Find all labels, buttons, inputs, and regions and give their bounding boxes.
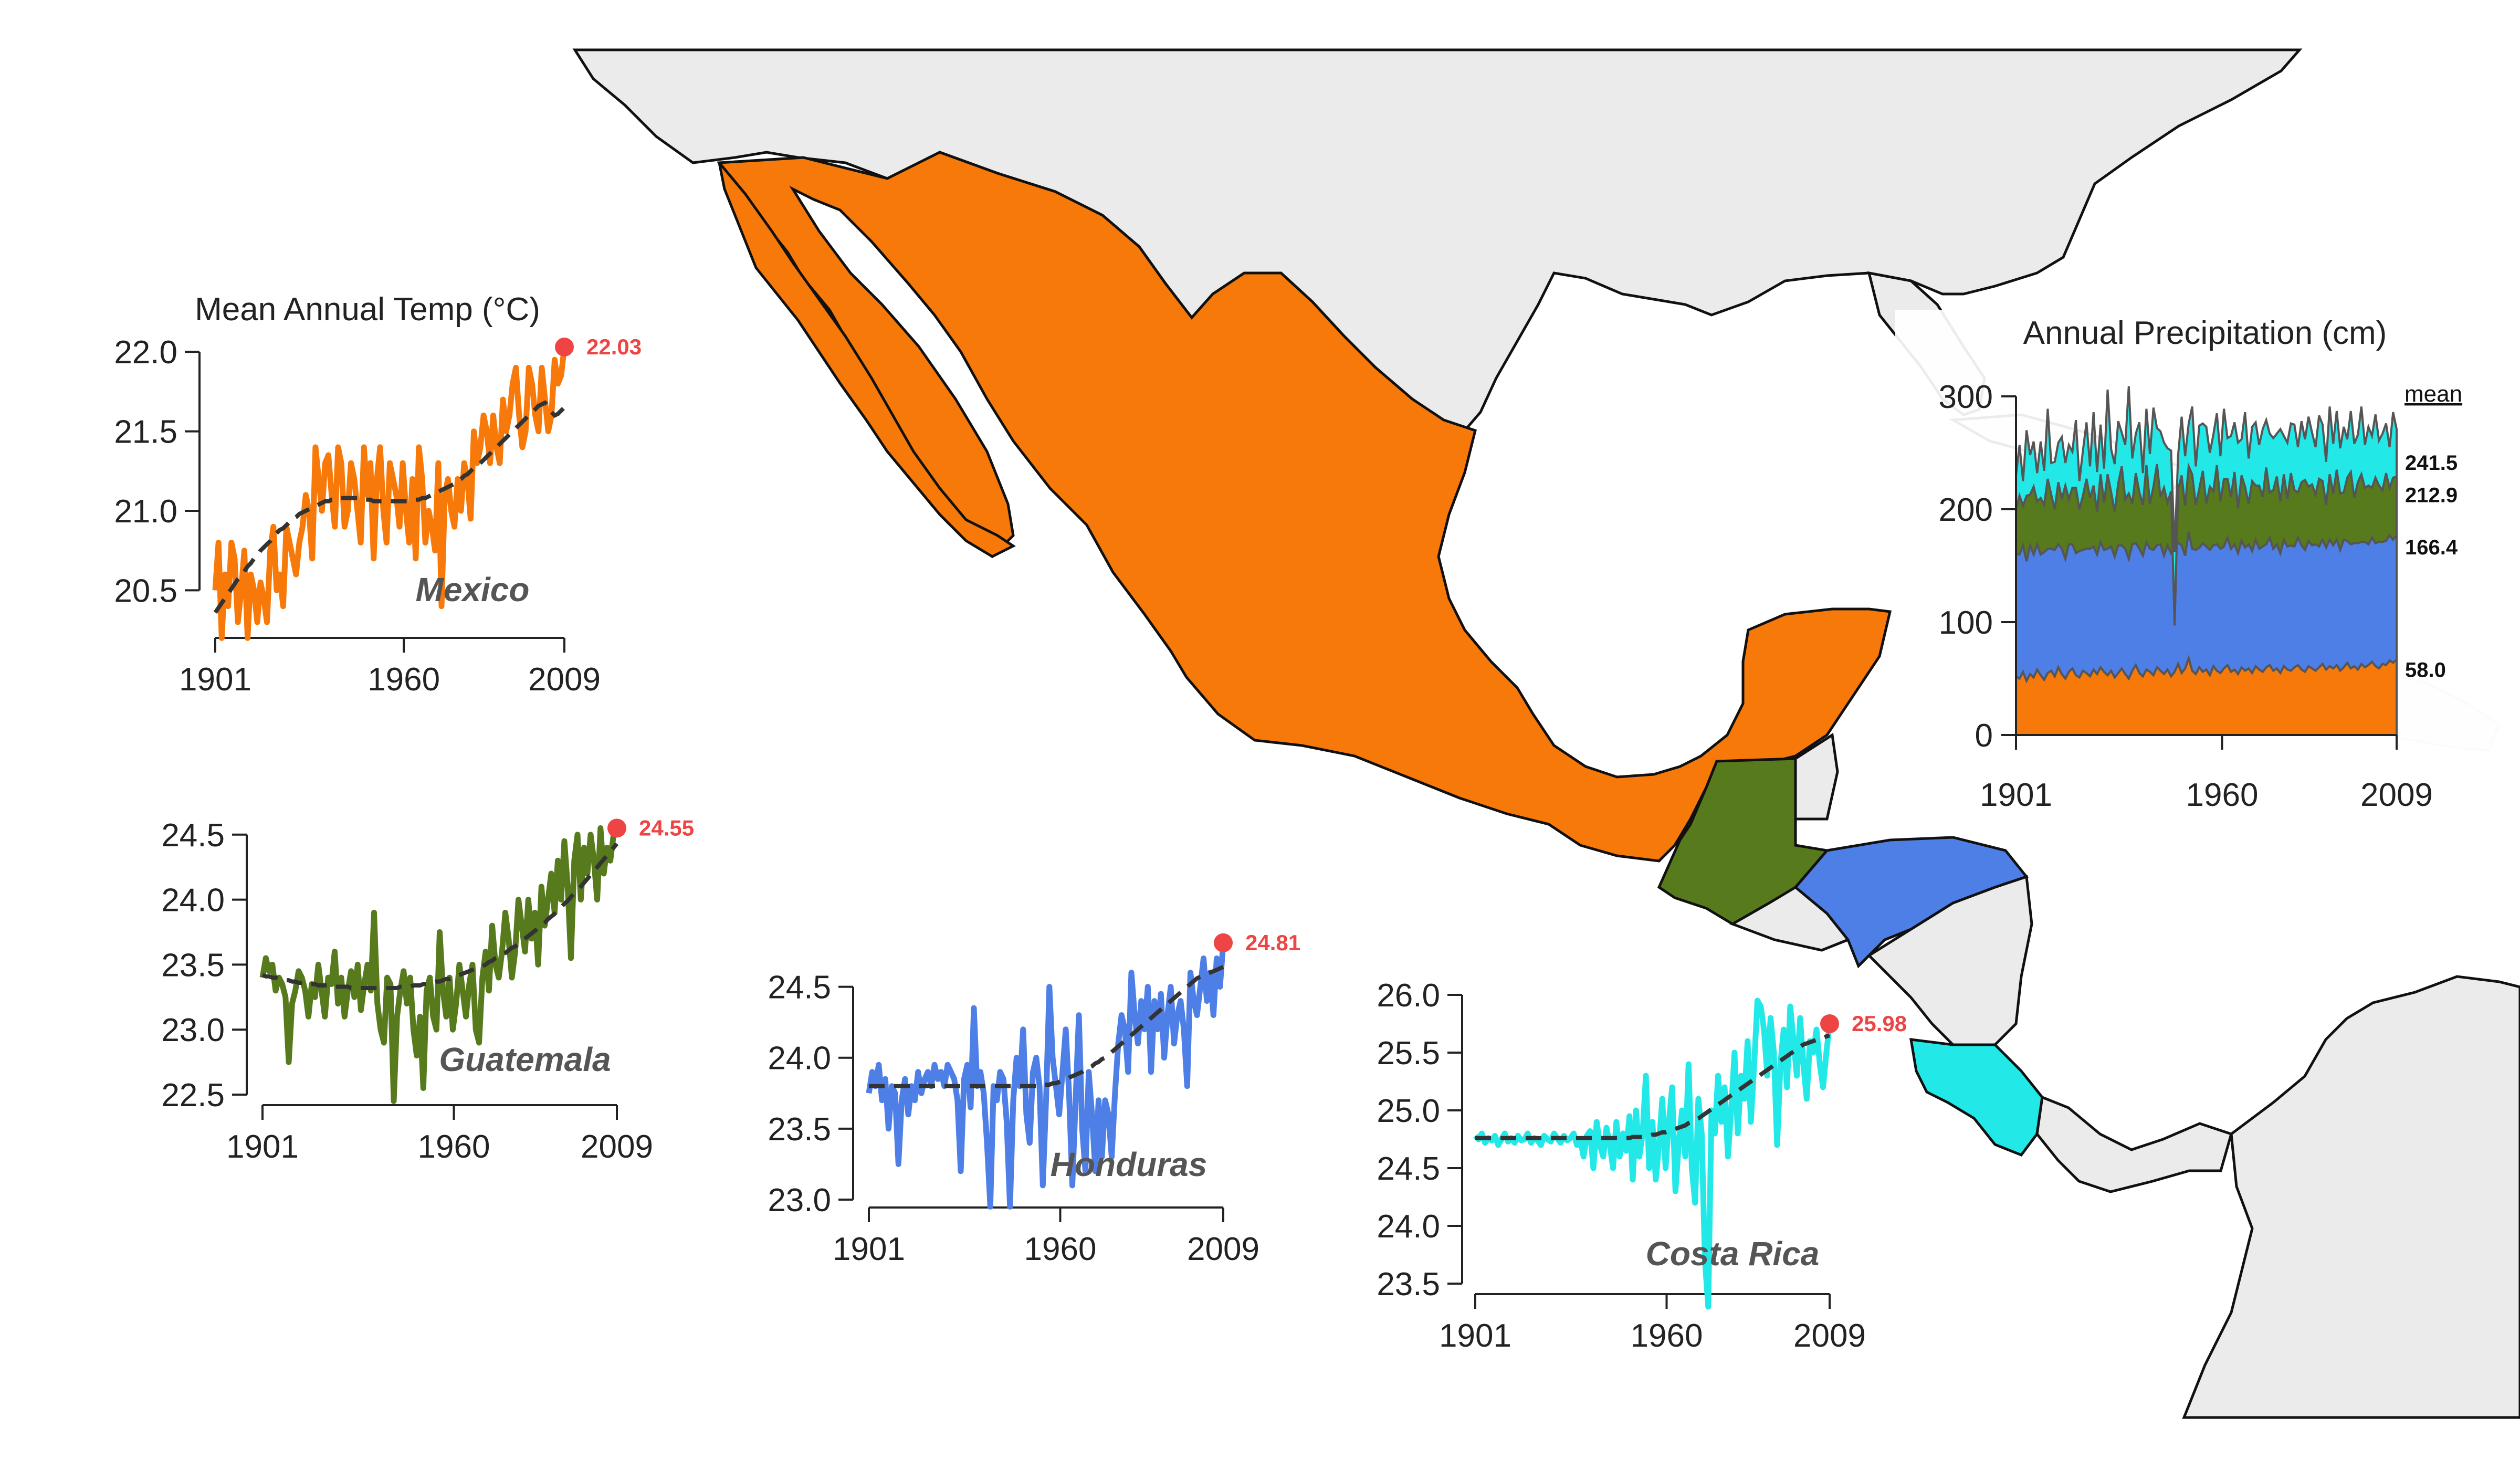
y-tick-label: 100 xyxy=(1939,605,1993,641)
y-tick-label: 21.0 xyxy=(114,494,177,530)
x-tick-label: 1901 xyxy=(1980,777,2052,813)
last-value-label: 22.03 xyxy=(586,334,642,359)
y-tick-label: 21.5 xyxy=(114,414,177,450)
x-tick-label: 2009 xyxy=(1793,1318,1866,1354)
map-belize xyxy=(1794,732,1839,821)
temp-chart-mexico: 20.5 21.0 21.5 22.0 1901 1960 2009 22.03 Mexico M… xyxy=(114,291,642,698)
y-tick-label: 20.5 xyxy=(114,573,177,609)
map-baja-california xyxy=(718,162,1016,558)
map-land-south-america xyxy=(2182,975,2520,1419)
y-tick-label: 24.5 xyxy=(161,817,225,854)
precipitation-area-guatemala xyxy=(2015,531,2398,684)
map-panama xyxy=(2035,1095,2233,1193)
temperature-series-line xyxy=(866,942,1226,1210)
last-value-point xyxy=(1214,933,1233,952)
y-tick-label: 24.0 xyxy=(161,883,225,919)
y-tick-label: 23.5 xyxy=(768,1111,831,1148)
y-tick-label: 0 xyxy=(1975,718,1993,754)
trend-line xyxy=(213,400,566,614)
charts-layer: 20.5 21.0 21.5 22.0 1901 1960 2009 22.03 Mexico M… xyxy=(114,291,2520,1354)
x-tick-label: 1960 xyxy=(418,1129,490,1165)
y-tick-label: 23.5 xyxy=(161,947,225,983)
y-tick-label: 24.5 xyxy=(1377,1151,1440,1187)
x-tick-label: 1901 xyxy=(833,1231,905,1267)
map-costa-rica xyxy=(1909,1038,2044,1157)
last-value-point xyxy=(607,818,626,838)
map-nicaragua xyxy=(1867,875,2033,1046)
map-mexico xyxy=(716,151,1892,863)
country-label: Honduras xyxy=(1051,1146,1208,1183)
map xyxy=(572,48,2520,1419)
precipitation-chart-title: Annual Precipitation (cm) xyxy=(2023,315,2387,351)
temp-chart-guatemala: 22.5 23.0 23.5 24.0 24.5 1901 1960 2009 24.55 Gua… xyxy=(161,815,694,1165)
x-tick-label: 1960 xyxy=(2186,777,2259,813)
y-tick-label: 24.0 xyxy=(1377,1209,1440,1245)
mean-header: mean xyxy=(2404,381,2462,407)
y-tick-label: 24.5 xyxy=(768,970,831,1006)
y-tick-label: 25.5 xyxy=(1377,1035,1440,1072)
trend-line xyxy=(869,965,1224,1088)
temperature-chart-title: Mean Annual Temp (°C) xyxy=(195,291,540,328)
mean-value-label: 58.0 xyxy=(2405,658,2446,681)
y-tick-label: 23.5 xyxy=(1377,1266,1440,1303)
y-tick-label: 23.0 xyxy=(768,1182,831,1219)
mean-value-label: 241.5 xyxy=(2405,452,2458,475)
x-tick-label: 2009 xyxy=(2360,777,2433,813)
y-tick-label: 24.0 xyxy=(768,1041,831,1077)
last-value-label: 24.81 xyxy=(1245,930,1300,955)
country-label: Costa Rica xyxy=(1646,1235,1820,1273)
y-tick-label: 25.0 xyxy=(1377,1093,1440,1129)
temp-chart-honduras: 23.0 23.5 24.0 24.5 1901 1960 2009 24.81 Hondura… xyxy=(768,930,1300,1267)
x-tick-label: 1960 xyxy=(1024,1231,1097,1267)
country-label: Mexico xyxy=(416,571,530,608)
temp-chart-costa-rica: 23.5 24.0 24.5 25.0 25.5 26.0 1901 1960 2009 25.9… xyxy=(1377,978,1907,1354)
trend-line xyxy=(1475,1033,1831,1140)
map-guatemala xyxy=(1657,757,1830,926)
x-tick-label: 2009 xyxy=(1187,1231,1259,1267)
y-tick-label: 22.0 xyxy=(114,334,177,371)
temperature-series-line xyxy=(212,346,568,641)
x-tick-label: 1901 xyxy=(226,1129,299,1165)
last-value-point xyxy=(555,338,574,357)
mean-value-label: 166.4 xyxy=(2405,536,2458,559)
last-value-point xyxy=(1820,1014,1839,1033)
precipitation-area-costa-rica xyxy=(2015,386,2398,626)
y-tick-label: 300 xyxy=(1939,379,1993,415)
y-tick-label: 26.0 xyxy=(1377,978,1440,1014)
x-tick-label: 2009 xyxy=(528,662,601,698)
y-tick-label: 23.0 xyxy=(161,1012,225,1048)
last-value-label: 24.55 xyxy=(639,815,694,840)
x-tick-label: 1901 xyxy=(179,662,251,698)
x-tick-label: 1901 xyxy=(1439,1318,1511,1354)
trend-line xyxy=(261,842,619,990)
country-label: Guatemala xyxy=(439,1041,611,1078)
x-tick-label: 2009 xyxy=(581,1129,653,1165)
x-tick-label: 1960 xyxy=(1631,1318,1703,1354)
y-tick-label: 22.5 xyxy=(161,1077,225,1114)
y-tick-label: 200 xyxy=(1939,492,1993,528)
x-tick-label: 1960 xyxy=(368,662,440,698)
last-value-label: 25.98 xyxy=(1852,1011,1907,1036)
precipitation-chart: 58.0 166.4 212.9 241.5 mean 0 100 200 300 1901 196… xyxy=(1895,310,2520,824)
mean-value-label: 212.9 xyxy=(2405,484,2458,507)
temperature-series-line xyxy=(259,825,620,1104)
